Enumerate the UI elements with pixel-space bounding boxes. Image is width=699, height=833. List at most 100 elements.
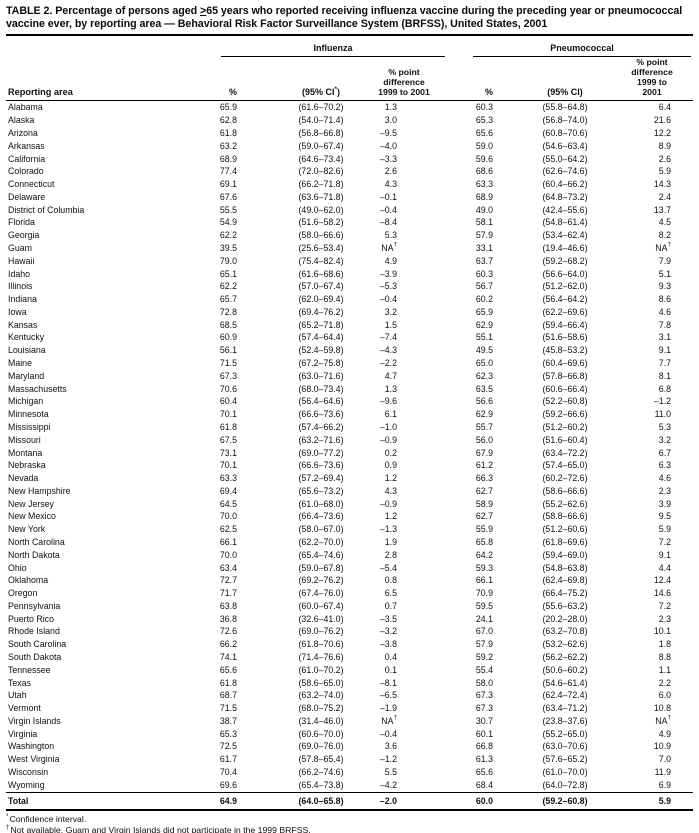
cell-flu-ci: (65.6–73.2)	[298, 485, 344, 496]
cell-flu-ci: (63.2–74.0)	[298, 690, 344, 701]
cell-flu-diff: –0.4	[379, 294, 397, 305]
cell-flu-pct: 38.7	[219, 715, 237, 726]
cell-flu-ci: (69.4–76.2)	[298, 306, 344, 317]
cell-flu-pct: 64.9	[209, 791, 241, 811]
cell-flu-ci: (63.2–71.6)	[298, 434, 344, 445]
table-row: Connecticut 69.1 (66.2–71.8) 4.3 63.3 (60.4–6…	[6, 178, 693, 191]
cell-pneu-pct: 63.5	[475, 383, 493, 394]
cell-flu-ci: (66.6–73.6)	[298, 409, 344, 420]
cell-pneu-pct: 56.7	[475, 281, 493, 292]
table-row: Texas 61.8 (58.6–65.0) –8.1 58.0 (54.6–61.4) 2…	[6, 677, 693, 690]
cell-area: Total	[6, 791, 209, 811]
cell-flu-diff: 2.8	[384, 549, 397, 560]
cell-pneu-pct: 60.2	[475, 294, 493, 305]
diff-header-line: % point	[388, 67, 420, 78]
cell-flu-diff: –0.4	[379, 204, 397, 215]
cell-area: Oklahoma	[8, 575, 49, 586]
cell-pneu-pct: 67.3	[475, 690, 493, 701]
cell-pneu-ci: (59.4–69.0)	[542, 549, 588, 560]
cell-flu-ci: (61.6–70.2)	[298, 102, 344, 113]
cell-flu-diff: –1.2	[379, 754, 397, 765]
cell-pneu-diff: 9.1	[658, 549, 672, 560]
cell-pneu-ci: (52.2–60.8)	[542, 396, 588, 407]
cell-flu-pct: 79.0	[219, 255, 237, 266]
cell-flu-ci: (66.4–73.6)	[298, 511, 344, 522]
cell-pneu-pct: 60.3	[475, 268, 493, 279]
cell-pneu-diff: 7.2	[658, 536, 672, 547]
cell-area: Massachusetts	[8, 383, 67, 394]
cell-area: Missouri	[8, 434, 41, 445]
table-row: Delaware 67.6 (63.6–71.8) –0.1 68.9 (64.8–73.…	[6, 191, 693, 204]
table-row: Virgin Islands 38.7 (31.4–46.0) NA† 30.7 (23.…	[6, 715, 693, 728]
cell-flu-diff: 6.5	[384, 588, 397, 599]
cell-pneu-diff: 21.6	[653, 115, 672, 126]
table-row: California 68.9 (64.6–73.4) –3.3 59.6 (55.0–6…	[6, 153, 693, 166]
cell-pneu-diff: 9.1	[658, 345, 672, 356]
cell-pneu-pct: 67.3	[475, 703, 493, 714]
cell-flu-pct: 61.7	[219, 754, 237, 765]
cell-area: Virgin Islands	[8, 715, 61, 726]
cell-area: North Carolina	[8, 536, 65, 547]
table-row: Oklahoma 72.7 (69.2–76.2) 0.8 66.1 (62.4–69.8…	[6, 574, 693, 587]
cell-area: Wyoming	[8, 779, 45, 790]
cell-area: Guam	[8, 243, 32, 253]
cell-area: Minnesota	[8, 409, 49, 420]
cell-flu-pct: 61.8	[219, 421, 237, 432]
cell-pneu-pct: 60.1	[475, 728, 493, 739]
cell-pneu-diff: 14.3	[653, 179, 672, 190]
cell-area: South Dakota	[8, 652, 62, 662]
cell-pneu-pct: 68.6	[475, 166, 493, 177]
cell-flu-pct: 65.9	[219, 102, 237, 113]
asterisk-footnote-marker: *	[6, 812, 9, 820]
table-row: Guam 39.5 (25.6–53.4) NA† 33.1 (19.4–46.6) NA†	[6, 242, 693, 255]
cell-pneu-pct: 66.3	[475, 473, 493, 484]
table-row: Minnesota 70.1 (66.6–73.6) 6.1 62.9 (59.2–66.…	[6, 408, 693, 421]
cell-pneu-diff: 7.7	[658, 358, 672, 369]
cell-flu-ci: (72.0–82.6)	[298, 166, 344, 177]
cell-flu-pct: 63.2	[219, 140, 237, 151]
cell-flu-pct: 36.8	[219, 613, 237, 624]
cell-area: West Virginia	[8, 754, 60, 765]
dagger-footnote-marker: †	[667, 714, 672, 721]
table-row: Wyoming 69.6 (65.4–73.8) –4.2 68.4 (64.0–72.8…	[6, 779, 693, 792]
title-text: 65 years who reported receiving influenz…	[206, 5, 683, 17]
cell-flu-ci: (68.0–75.2)	[298, 703, 344, 714]
table-row: Idaho 65.1 (61.6–68.6) –3.9 60.3 (56.6–64.0) 5…	[6, 268, 693, 281]
table-row: South Carolina 66.2 (61.8–70.6) –3.8 57.9 (53…	[6, 638, 693, 651]
cell-pneu-ci: (55.0–64.2)	[542, 153, 588, 164]
cell-flu-diff: 0.8	[384, 575, 397, 586]
cell-pneu-ci: (20.2–28.0)	[542, 613, 588, 624]
cell-pneu-diff: 8.1	[658, 370, 672, 381]
table-row: Indiana 65.7 (62.0–69.4) –0.4 60.2 (56.4–64.2…	[6, 293, 693, 306]
table-title: TABLE 2. Percentage of persons aged >65 …	[6, 5, 693, 31]
cell-flu-pct: 70.6	[219, 383, 237, 394]
table-row: Iowa 72.8 (69.4–76.2) 3.2 65.9 (62.2–69.6) 4.6	[6, 306, 693, 319]
cell-flu-pct: 72.7	[219, 575, 237, 586]
cell-flu-diff: –3.3	[379, 153, 397, 164]
cell-flu-pct: 68.7	[219, 690, 237, 701]
table-row: New Mexico 70.0 (66.4–73.6) 1.2 62.7 (58.8–66…	[6, 510, 693, 523]
table-row: Mississippi 61.8 (57.4–66.2) –1.0 55.7 (51.2–…	[6, 421, 693, 434]
cell-flu-ci: (57.8–65.4)	[298, 754, 344, 765]
cell-pneu-diff: 6.7	[658, 447, 672, 458]
cell-area: Alaska	[8, 115, 35, 126]
cell-pneu-diff: 8.6	[658, 294, 672, 305]
cell-pneu-pct: 58.9	[475, 498, 493, 509]
cell-area: New Hampshire	[8, 485, 71, 496]
cell-pneu-pct: 65.9	[475, 306, 493, 317]
cell-flu-ci: (66.2–71.8)	[298, 179, 344, 190]
cell-flu-pct: 70.1	[219, 460, 237, 471]
pneumococcal-group-header: Pneumococcal	[447, 43, 693, 58]
cell-flu-ci: (57.4–66.2)	[298, 421, 344, 432]
cell-pneu-pct: 49.5	[475, 345, 493, 356]
cell-pneu-ci: (59.4–66.4)	[542, 319, 588, 330]
cell-pneu-pct: 60.0	[447, 791, 503, 811]
cell-area: South Carolina	[8, 639, 67, 650]
table-row: Missouri 67.5 (63.2–71.6) –0.9 56.0 (51.6–60.…	[6, 434, 693, 447]
column-header-row: Reporting area % (95% CI*) % point diffe…	[6, 57, 694, 101]
cell-area: Maryland	[8, 370, 45, 381]
cell-flu-ci: (75.4–82.4)	[298, 255, 344, 266]
cell-flu-pct: 55.5	[219, 204, 237, 215]
cell-pneu-diff: 4.9	[658, 728, 672, 739]
cell-pneu-diff: 2.3	[658, 485, 672, 496]
